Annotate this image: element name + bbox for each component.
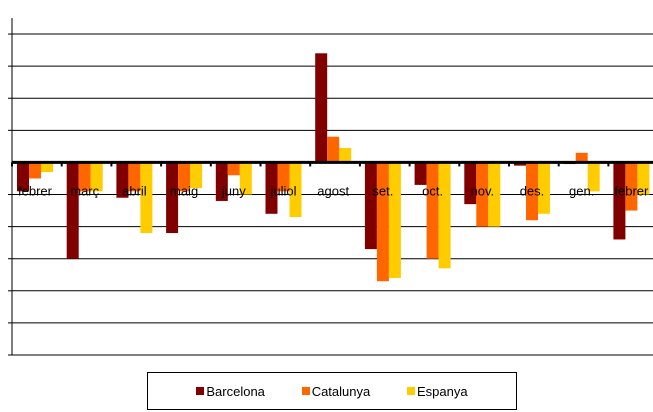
category-labels: febrer març abril maig juny juliol agost set. oc… — [18, 183, 649, 198]
category-label: gen. — [569, 183, 594, 198]
bar-catalunya — [625, 162, 638, 211]
bar-barcelona — [364, 162, 377, 250]
category-label: abril — [122, 183, 147, 198]
bar-catalunya — [128, 162, 141, 192]
bar-espanya — [289, 162, 302, 217]
legend-item-catalunya: Catalunya — [301, 383, 371, 399]
category-label: des. — [520, 183, 545, 198]
axes — [11, 18, 653, 355]
legend: Barcelona Catalunya Espanya — [147, 372, 517, 410]
bar-chart: febrer març abril maig juny juliol agost set. oc… — [8, 18, 653, 356]
category-label: agost — [317, 183, 349, 198]
category-label: febrer — [614, 183, 649, 198]
bar-barcelona — [514, 162, 526, 166]
legend-item-espanya: Espanya — [407, 384, 468, 399]
category-label: març — [70, 183, 99, 198]
legend-swatch-catalunya — [301, 387, 310, 395]
legend-label-espanya: Espanya — [417, 383, 468, 399]
legend-swatch-barcelona — [196, 387, 205, 395]
bar-catalunya — [29, 162, 41, 179]
bar-espanya — [140, 162, 153, 234]
category-label: juliol — [269, 183, 296, 198]
bar-catalunya — [227, 162, 240, 176]
bar-catalunya — [327, 136, 340, 163]
bar-espanya — [587, 162, 600, 192]
bar-catalunya — [178, 162, 191, 192]
bar-barcelona — [116, 162, 129, 198]
bar-catalunya — [476, 162, 489, 227]
bar-catalunya — [426, 162, 439, 259]
bar-catalunya — [575, 152, 588, 163]
bar-catalunya — [78, 162, 91, 192]
bar-barcelona — [66, 162, 79, 259]
bar-barcelona — [166, 162, 179, 234]
category-label: nov. — [470, 183, 494, 198]
bar-espanya — [637, 162, 650, 195]
bar-barcelona — [414, 162, 427, 185]
bar-catalunya — [376, 162, 389, 282]
bar-espanya — [339, 147, 352, 163]
legend-label-catalunya: Catalunya — [311, 383, 371, 399]
bar-espanya — [488, 162, 501, 227]
category-label: juny — [221, 183, 246, 198]
bar-catalunya — [526, 162, 538, 221]
legend-swatch-espanya — [407, 387, 415, 395]
legend-item-barcelona: Barcelona — [196, 384, 265, 399]
bar-barcelona — [613, 162, 626, 240]
bar-barcelona — [215, 162, 228, 201]
bar-series-group — [17, 53, 650, 282]
bar-barcelona — [265, 162, 278, 214]
bar-espanya — [190, 162, 203, 189]
category-label: oct. — [422, 183, 443, 198]
bar-catalunya — [277, 162, 290, 192]
bar-espanya — [438, 162, 451, 269]
category-label: set. — [372, 183, 393, 198]
bar-espanya — [90, 162, 103, 192]
bar-espanya — [41, 162, 53, 173]
bar-barcelona — [315, 53, 328, 163]
bar-espanya — [538, 162, 550, 214]
category-label: maig — [170, 183, 198, 198]
bar-espanya — [388, 162, 401, 278]
bar-espanya — [239, 162, 252, 195]
bar-barcelona — [17, 162, 29, 192]
category-label: febrer — [18, 183, 53, 198]
legend-label-barcelona: Barcelona — [206, 383, 265, 399]
bar-barcelona — [464, 162, 477, 205]
